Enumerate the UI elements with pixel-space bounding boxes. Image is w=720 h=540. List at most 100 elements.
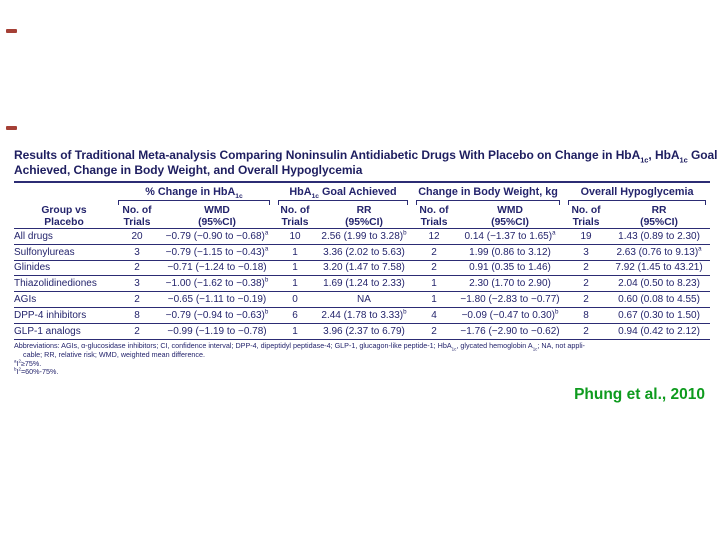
column-group-label: Change in Body Weight, kg <box>418 186 558 198</box>
cell-trials: 3 <box>564 244 609 261</box>
row-group-label: All drugs <box>14 228 114 245</box>
cell-rr: 7.92 (1.45 to 43.21) <box>608 260 711 277</box>
cell-rr: 2.04 (0.50 to 8.23) <box>608 275 711 293</box>
cell-trials: 20 <box>114 228 160 245</box>
cell-trials: 10 <box>274 228 316 245</box>
cell-trials: 12 <box>412 228 457 245</box>
table-title-line-2: Achieved, Change in Body Weight, and Ove… <box>14 162 363 177</box>
cell-trials: 1 <box>274 323 316 340</box>
row-group-label: Sulfonylureas <box>14 244 114 261</box>
cell-wmd: −0.99 (−1.19 to −0.78) <box>160 323 274 340</box>
cell-rr: 1.43 (0.89 to 2.30) <box>608 228 711 245</box>
cell-trials: 1 <box>412 291 457 308</box>
row-group-label: GLP-1 analogs <box>14 323 114 340</box>
col-header-trials-3: No. of Trials <box>412 205 457 229</box>
cell-trials: 2 <box>114 260 160 277</box>
table-row: DPP-4 inhibitors 8 −0.79 (−0.94 to −0.63… <box>14 307 711 324</box>
table-row: Sulfonylureas 3 −0.79 (−1.15 to −0.43)a … <box>14 244 711 261</box>
row-header-group-vs-placebo: Group vs Placebo <box>14 182 114 229</box>
cell-trials: 2 <box>114 323 160 340</box>
abbreviations-note-line-1: Abbreviations: AGIs, α-glucosidase inhib… <box>14 341 585 352</box>
cell-trials: 2 <box>114 291 160 308</box>
cell-wmd: 0.14 (−1.37 to 1.65)a <box>456 228 565 245</box>
cell-rr: 3.36 (2.02 to 5.63) <box>316 244 413 261</box>
cell-trials: 2 <box>412 244 457 261</box>
meta-analysis-table: Group vs Placebo % Change in HbA1c HbA1c… <box>14 181 711 340</box>
table-row: Thiazolidinediones 3 −1.00 (−1.62 to −0.… <box>14 275 711 293</box>
cell-rr: 0.67 (0.30 to 1.50) <box>608 307 711 324</box>
cell-rr: 1.69 (1.24 to 2.33) <box>316 275 413 293</box>
cell-rr: NA <box>316 291 413 308</box>
citation: Phung et al., 2010 <box>574 386 705 403</box>
footnote-b: bI2=60%-75%. <box>14 367 59 377</box>
column-group-bracket <box>278 200 409 205</box>
cell-trials: 8 <box>564 307 609 324</box>
row-group-label: Thiazolidinediones <box>14 275 114 293</box>
column-group-hypoglycemia: Overall Hypoglycemia <box>564 182 710 205</box>
abbreviations-note-line-2: cable; RR, relative risk; WMD, weighted … <box>23 349 206 359</box>
column-group-label: HbA1c Goal Achieved <box>289 186 397 201</box>
cell-rr: 3.96 (2.37 to 6.79) <box>316 323 413 340</box>
table-row: Glinides 2 −0.71 (−1.24 to −0.18) 1 3.20… <box>14 260 711 277</box>
column-group-label: % Change in HbA1c <box>145 186 243 201</box>
cell-rr: 3.20 (1.47 to 7.58) <box>316 260 413 277</box>
cell-trials: 2 <box>564 291 609 308</box>
cell-rr: 2.56 (1.99 to 3.28)b <box>316 228 413 245</box>
cell-trials: 1 <box>274 260 316 277</box>
cell-trials: 1 <box>274 275 316 293</box>
cell-wmd: −0.65 (−1.11 to −0.19) <box>160 291 274 308</box>
col-header-trials-1: No. of Trials <box>114 205 160 229</box>
cell-wmd: 1.99 (0.86 to 3.12) <box>456 244 565 261</box>
cell-trials: 8 <box>114 307 160 324</box>
cell-wmd: −0.79 (−1.15 to −0.43)a <box>160 244 274 261</box>
cell-trials: 2 <box>412 260 457 277</box>
cell-wmd: −1.00 (−1.62 to −0.38)b <box>160 275 274 293</box>
cell-trials: 2 <box>412 323 457 340</box>
table-footnotes: Abbreviations: AGIs, α-glucosidase inhib… <box>14 341 716 377</box>
column-group-hba1c-goal: HbA1c Goal Achieved <box>274 182 412 205</box>
col-header-wmd-2: WMD (95%CI) <box>456 205 565 229</box>
cell-trials: 6 <box>274 307 316 324</box>
cell-trials: 2 <box>564 323 609 340</box>
cell-trials: 2 <box>564 275 609 293</box>
col-header-rr-1: RR (95%CI) <box>316 205 413 229</box>
cell-wmd: −0.09 (−0.47 to 0.30)b <box>456 307 565 324</box>
col-header-rr-2: RR (95%CI) <box>608 205 711 229</box>
table-row: AGIs 2 −0.65 (−1.11 to −0.19) 0 NA 1 −1.… <box>14 291 711 308</box>
column-group-hba1c-change: % Change in HbA1c <box>114 182 274 205</box>
cell-wmd: 0.91 (0.35 to 1.46) <box>456 260 565 277</box>
cell-trials: 1 <box>412 275 457 293</box>
col-header-wmd-1: WMD (95%CI) <box>160 205 274 229</box>
sub-header-row: No. of Trials WMD (95%CI) No. of Trials … <box>14 205 711 229</box>
cell-wmd: −0.79 (−0.94 to −0.63)b <box>160 307 274 324</box>
footnote-a: aI2≥75%. <box>14 358 42 368</box>
row-group-label: DPP-4 inhibitors <box>14 307 114 324</box>
table-title-line-1: Results of Traditional Meta-analysis Com… <box>14 148 718 165</box>
column-group-bracket <box>416 200 561 205</box>
column-group-label: Overall Hypoglycemia <box>580 186 694 198</box>
cell-trials: 19 <box>564 228 609 245</box>
table-title: Results of Traditional Meta-analysis Com… <box>14 148 718 177</box>
row-group-label: AGIs <box>14 291 114 308</box>
annotation-dash <box>6 126 17 130</box>
cell-rr: 0.94 (0.42 to 2.12) <box>608 323 711 340</box>
cell-rr: 2.44 (1.78 to 3.33)b <box>316 307 413 324</box>
cell-trials: 2 <box>564 260 609 277</box>
row-group-label: Glinides <box>14 260 114 277</box>
cell-wmd: −1.80 (−2.83 to −0.77) <box>456 291 565 308</box>
cell-trials: 1 <box>274 244 316 261</box>
table-row: GLP-1 analogs 2 −0.99 (−1.19 to −0.78) 1… <box>14 323 711 340</box>
annotation-dash <box>6 29 17 33</box>
cell-wmd: −0.79 (−0.90 to −0.68)a <box>160 228 274 245</box>
column-group-body-weight: Change in Body Weight, kg <box>412 182 564 205</box>
cell-trials: 4 <box>412 307 457 324</box>
cell-wmd: 2.30 (1.70 to 2.90) <box>456 275 565 293</box>
cell-wmd: −0.71 (−1.24 to −0.18) <box>160 260 274 277</box>
col-header-trials-2: No. of Trials <box>274 205 316 229</box>
cell-trials: 3 <box>114 275 160 293</box>
cell-rr: 2.63 (0.76 to 9.13)a <box>608 244 711 261</box>
column-group-row: Group vs Placebo % Change in HbA1c HbA1c… <box>14 182 710 229</box>
column-group-bracket <box>568 200 707 205</box>
column-group-bracket <box>118 200 270 205</box>
col-header-trials-4: No. of Trials <box>564 205 609 229</box>
